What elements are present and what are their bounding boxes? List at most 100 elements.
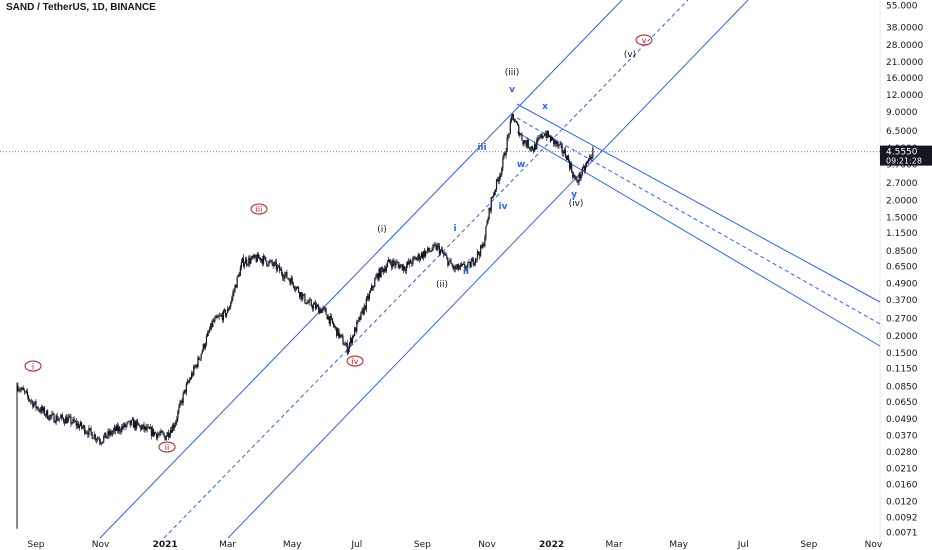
candle-body-534 (582, 166, 584, 168)
y-tick-label-23: 0.0650 (886, 398, 918, 408)
candle-body-497 (543, 135, 545, 137)
candle-body-191 (219, 315, 221, 317)
candle-body-318 (354, 327, 356, 336)
wave-circle-3 (346, 355, 364, 367)
candle-body-392 (432, 244, 434, 251)
candle-body-472 (517, 122, 519, 126)
candle-body-397 (437, 244, 439, 246)
candle-body-204 (233, 290, 235, 293)
candle-body-478 (523, 140, 525, 145)
candle-body-115 (139, 425, 141, 427)
wave-label-circled-0: i (32, 362, 34, 371)
candle-body-52 (72, 418, 74, 423)
candle-body-256 (288, 278, 290, 280)
candle-body-328 (364, 305, 366, 310)
candle-body-404 (445, 254, 447, 256)
candle-body-196 (224, 309, 227, 317)
channel-lower-line (227, 0, 749, 539)
candle-body-286 (320, 308, 322, 313)
candle-body-211 (240, 262, 242, 268)
candle-body-0 (17, 385, 19, 391)
candle-body-543 (592, 147, 594, 157)
candle-body-384 (423, 251, 426, 257)
candle-body-489 (535, 144, 537, 150)
candle-body-215 (245, 259, 247, 264)
candle-body-319 (355, 327, 357, 332)
candle-body-446 (489, 208, 491, 211)
candle-body-283 (317, 305, 319, 307)
candle-body-524 (572, 171, 574, 178)
x-tick-label-10: May (669, 540, 688, 550)
candle-body-391 (431, 250, 433, 252)
candle-body-362 (400, 264, 402, 266)
falling-channel-upper (516, 103, 881, 303)
candle-body-430 (472, 258, 474, 265)
candle-body-433 (475, 258, 478, 260)
candle-body-340 (377, 273, 379, 280)
candle-body-81 (103, 436, 105, 442)
candle-body-355 (393, 260, 395, 263)
candle-body-120 (144, 426, 146, 430)
candle-body-263 (295, 287, 298, 290)
last-price-value: 4.5550 (886, 148, 918, 158)
y-tick-label-6: 9.0000 (886, 108, 918, 118)
candle-body-255 (287, 278, 289, 279)
candle-body-132 (157, 434, 159, 438)
candle-body-288 (322, 308, 324, 310)
candle-body-41 (60, 414, 63, 418)
candle-body-387 (427, 247, 429, 252)
candle-body-1 (18, 389, 20, 391)
candle-body-63 (84, 425, 86, 434)
candle-body-239 (270, 260, 272, 262)
candle-body-467 (511, 114, 514, 117)
candle-body-453 (496, 179, 499, 181)
candle-body-19 (37, 407, 39, 411)
wave-label-paren-1: (ii) (436, 280, 448, 290)
candle-body-505 (552, 136, 554, 139)
wave-label-blue-1: ii (463, 267, 469, 277)
candle-body-411 (452, 265, 454, 269)
candle-body-139 (164, 435, 166, 441)
candle-body-122 (146, 426, 148, 430)
candle-body-334 (371, 285, 373, 291)
candle-body-130 (155, 432, 157, 434)
y-tick-label-5: 12.0000 (886, 91, 923, 101)
candle-body-134 (159, 433, 161, 435)
candle-body-60 (80, 422, 83, 428)
candle-body-527 (575, 178, 577, 180)
candle-body-521 (568, 160, 571, 169)
candle-body-294 (328, 316, 330, 324)
candle-body-506 (553, 138, 555, 144)
candle-body-136 (161, 430, 163, 433)
channel-mid-line (163, 0, 689, 539)
candle-body-341 (378, 269, 380, 280)
candle-body-277 (310, 300, 312, 306)
candle-body-449 (492, 195, 494, 198)
wave-label-circled-2: iii (256, 205, 263, 214)
candle-body-17 (35, 401, 37, 408)
candle-body-382 (421, 253, 424, 258)
candle-body-100 (123, 423, 125, 428)
candle-body-170 (197, 357, 199, 367)
candle-body-95 (117, 426, 120, 431)
candle-body-166 (193, 366, 195, 376)
y-tick-label-14: 0.8500 (886, 247, 918, 257)
wave-label-paren-3: (iv) (569, 199, 584, 209)
candle-body-538 (586, 160, 589, 164)
candle-body-250 (282, 273, 284, 278)
candle-body-390 (430, 251, 432, 252)
y-tick-label-7: 6.5000 (886, 127, 918, 137)
candle-body-425 (467, 262, 469, 266)
candle-body-386 (426, 251, 428, 253)
candle-body-49 (69, 416, 71, 418)
candle-body-150 (176, 418, 178, 422)
candle-body-114 (138, 423, 140, 426)
candle-body-372 (411, 263, 413, 265)
candle-body-357 (395, 262, 397, 266)
candle-body-465 (509, 121, 511, 134)
candle-body-32 (51, 413, 53, 417)
candle-body-370 (409, 259, 411, 264)
candle-body-85 (107, 431, 109, 437)
